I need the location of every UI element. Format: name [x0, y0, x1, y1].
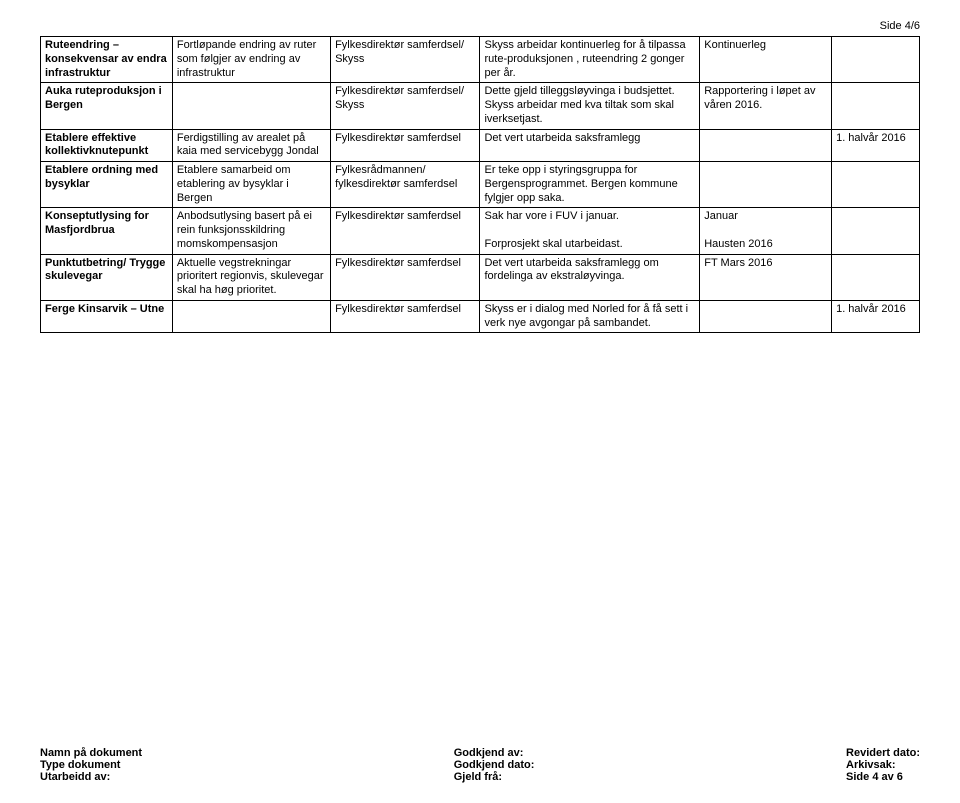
table-row: Etablere ordning med bysyklarEtablere sa… [41, 162, 920, 208]
page-number: Side 4/6 [40, 20, 920, 32]
table-cell [700, 162, 832, 208]
table-cell: Ferdigstilling av arealet på kaia med se… [172, 129, 330, 162]
table-cell: Fylkesdirektør samferdsel [331, 254, 480, 300]
table-cell: Kontinuerleg [700, 37, 832, 83]
table-cell [832, 83, 920, 129]
table-cell: Anbodsutlysing basert på ei rein funksjo… [172, 208, 330, 254]
table-cell: Konseptutlysing for Masfjordbrua [41, 208, 173, 254]
table-cell: Etablere ordning med bysyklar [41, 162, 173, 208]
table-cell: Sak har vore i FUV i januar. Forprosjekt… [480, 208, 700, 254]
footer-text: Side 4 av 6 [846, 771, 920, 783]
footer-text: Gjeld frå: [454, 771, 535, 783]
table-cell [172, 83, 330, 129]
table-cell: 1. halvår 2016 [832, 129, 920, 162]
table-cell [832, 37, 920, 83]
footer-right: Revidert dato: Arkivsak: Side 4 av 6 [846, 747, 920, 783]
table-cell: Fylkesrådmannen/ fylkesdirektør samferds… [331, 162, 480, 208]
footer-left: Namn på dokument Type dokument Utarbeidd… [40, 747, 142, 783]
table-cell [832, 208, 920, 254]
footer-center: Godkjend av: Godkjend dato: Gjeld frå: [454, 747, 535, 783]
footer-text: Godkjend av: [454, 747, 535, 759]
table-row: Ruteendring – konsekvensar av endra infr… [41, 37, 920, 83]
table-cell: Skyss arbeidar kontinuerleg for å tilpas… [480, 37, 700, 83]
footer-text: Arkivsak: [846, 759, 920, 771]
table-cell: Fylkesdirektør samferdsel/ Skyss [331, 37, 480, 83]
table-row: Punktutbetring/ Trygge skulevegarAktuell… [41, 254, 920, 300]
table-cell [832, 162, 920, 208]
table-cell [700, 129, 832, 162]
table-row: Etablere effektive kollektivknutepunktFe… [41, 129, 920, 162]
table-cell: Ferge Kinsarvik – Utne [41, 300, 173, 333]
table-cell: Aktuelle vegstrekningar prioritert regio… [172, 254, 330, 300]
main-table: Ruteendring – konsekvensar av endra infr… [40, 36, 920, 333]
table-cell: Fylkesdirektør samferdsel [331, 208, 480, 254]
table-cell: Fylkesdirektør samferdsel [331, 129, 480, 162]
footer-text: Utarbeidd av: [40, 771, 142, 783]
footer: Namn på dokument Type dokument Utarbeidd… [40, 747, 920, 783]
table-cell: Er teke opp i styringsgruppa for Bergens… [480, 162, 700, 208]
table-cell: Etablere samarbeid om etablering av bysy… [172, 162, 330, 208]
table-cell: Fortløpande endring av ruter som følgjer… [172, 37, 330, 83]
footer-text: Namn på dokument [40, 747, 142, 759]
table-cell: Fylkesdirektør samferdsel [331, 300, 480, 333]
table-cell: Rapportering i løpet av våren 2016. [700, 83, 832, 129]
table-row: Konseptutlysing for MasfjordbruaAnbodsut… [41, 208, 920, 254]
table-cell [700, 300, 832, 333]
footer-text: Godkjend dato: [454, 759, 535, 771]
table-cell: Dette gjeld tilleggsløyvinga i budsjette… [480, 83, 700, 129]
table-cell: Januar Hausten 2016 [700, 208, 832, 254]
table-cell: Etablere effektive kollektivknutepunkt [41, 129, 173, 162]
table-cell: 1. halvår 2016 [832, 300, 920, 333]
table-cell: Skyss er i dialog med Norled for å få se… [480, 300, 700, 333]
table-cell: Auka ruteproduksjon i Bergen [41, 83, 173, 129]
table-row: Auka ruteproduksjon i Bergen Fylkesdirekt… [41, 83, 920, 129]
table-cell: FT Mars 2016 [700, 254, 832, 300]
table-cell: Det vert utarbeida saksframlegg [480, 129, 700, 162]
table-row: Ferge Kinsarvik – Utne Fylkesdirektør sam… [41, 300, 920, 333]
footer-text: Revidert dato: [846, 747, 920, 759]
table-cell: Punktutbetring/ Trygge skulevegar [41, 254, 173, 300]
table-cell [172, 300, 330, 333]
table-cell [832, 254, 920, 300]
table-cell: Fylkesdirektør samferdsel/ Skyss [331, 83, 480, 129]
table-cell: Det vert utarbeida saksframlegg om forde… [480, 254, 700, 300]
table-cell: Ruteendring – konsekvensar av endra infr… [41, 37, 173, 83]
footer-text: Type dokument [40, 759, 142, 771]
